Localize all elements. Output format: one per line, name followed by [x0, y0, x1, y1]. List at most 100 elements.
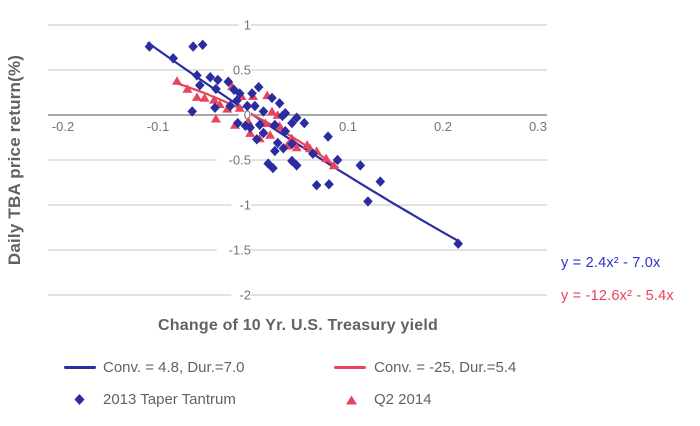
- legend-item-taper-tantrum: 2013 Taper Tantrum: [73, 391, 236, 408]
- legend-label: Conv. = -25, Dur.=5.4: [374, 359, 517, 376]
- taper-tantrum-point: [355, 160, 366, 171]
- q2-2014-point: [182, 84, 193, 93]
- x-tick-label: 0.1: [339, 119, 357, 134]
- y-tick-label: 1: [244, 18, 251, 33]
- blue-line-swatch-icon: [64, 366, 96, 369]
- q2-2014-point: [291, 142, 302, 152]
- y-tick-label-bg: [224, 63, 251, 77]
- y-tick-label: -2: [239, 288, 251, 303]
- taper-tantrum-point: [280, 108, 291, 119]
- taper-tantrum-point: [332, 154, 343, 166]
- q2-2014-point: [328, 160, 339, 170]
- taper-tantrum-point: [258, 127, 269, 139]
- q2-2014-point: [191, 92, 202, 101]
- taper-tantrum-point: [210, 102, 220, 113]
- taper-tantrum-point: [308, 148, 318, 159]
- legend-label: Q2 2014: [374, 391, 432, 408]
- taper-tantrum-point: [287, 117, 297, 129]
- legend-item-blue-trendline: Conv. = 4.8, Dur.=7.0: [64, 359, 244, 376]
- taper-tantrum-point: [242, 100, 253, 112]
- taper-tantrum-point: [234, 88, 245, 99]
- taper-tantrum-point: [247, 88, 257, 99]
- y-tick-label-bg: [238, 18, 251, 32]
- taper-tantrum-point: [270, 145, 280, 157]
- taper-tantrum-point: [188, 41, 198, 52]
- taper-tantrum-point: [375, 176, 386, 187]
- x-tick-label: -0.1: [147, 119, 169, 134]
- taper-tantrum-point: [213, 74, 223, 86]
- y-tick-label-bg: [231, 288, 251, 302]
- taper-tantrum-point: [144, 41, 155, 52]
- y-tick-label: -0.5: [229, 153, 251, 168]
- taper-tantrum-point: [192, 70, 202, 81]
- q2-2014-point: [199, 93, 210, 102]
- q2-2014-point: [267, 106, 277, 116]
- taper-tantrum-point: [291, 112, 302, 123]
- taper-tantrum-point: [250, 100, 260, 112]
- x-tick-label: 0.3: [529, 119, 547, 134]
- taper-tantrum-point: [258, 106, 269, 117]
- taper-tantrum-point: [253, 81, 264, 93]
- legend-label: Conv. = 4.8, Dur.=7.0: [103, 359, 245, 376]
- taper-tantrum-point: [278, 143, 289, 154]
- taper-tantrum-point: [223, 76, 234, 87]
- taper-tantrum-point: [274, 98, 285, 109]
- taper-tantrum-point: [252, 134, 262, 145]
- taper-tantrum-point: [254, 119, 265, 131]
- taper-tantrum-point: [363, 196, 373, 207]
- diamond-icon: [73, 393, 86, 406]
- taper-tantrum-point: [168, 53, 178, 64]
- y-tick-label-bg: [216, 243, 251, 257]
- taper-tantrum-point: [291, 160, 302, 171]
- scatter-chart: 1 0.5 0 -0.5 -1 -1.5 -2 -0.2 -0.1 0.1 0.2 0.3: [48, 18, 547, 303]
- x-tick-label: 0.2: [434, 119, 452, 134]
- red-line-swatch-icon: [334, 366, 366, 369]
- q2-2014-point: [286, 133, 297, 143]
- q2-2014-point: [209, 95, 220, 104]
- taper-tantrum-point: [225, 100, 235, 112]
- taper-tantrum-point: [240, 120, 251, 131]
- x-tick-label: -0.2: [52, 119, 74, 134]
- q2-2014-point: [210, 114, 221, 123]
- taper-tantrum-point: [197, 39, 208, 50]
- taper-tantrum-point: [245, 122, 255, 133]
- triangle-icon: [345, 394, 358, 406]
- taper-tantrum-point: [323, 131, 333, 142]
- q2-2014-point: [265, 130, 276, 139]
- q2-2014-point: [172, 76, 182, 85]
- blue-trendline-equation: y = 2.4x² - 7.0x: [561, 255, 661, 271]
- taper-tantrum-point: [299, 117, 310, 129]
- y-axis-title: Daily TBA price return(%): [5, 54, 24, 266]
- q2-2014-point: [234, 103, 245, 112]
- taper-tantrum-point: [277, 110, 288, 122]
- y-tick-label-bg: [231, 198, 251, 212]
- y-tick-label-bg: [216, 153, 251, 167]
- taper-tantrum-point: [205, 72, 216, 83]
- taper-tantrum-point: [267, 92, 277, 104]
- blue-trendline: [146, 41, 460, 243]
- y-tick-label: 0.5: [233, 63, 251, 78]
- taper-tantrum-point: [195, 80, 205, 91]
- legend-item-q2-2014: Q2 2014: [345, 391, 432, 408]
- taper-tantrum-point: [311, 180, 322, 191]
- taper-tantrum-point: [280, 126, 291, 137]
- taper-tantrum-point: [233, 117, 243, 129]
- taper-tantrum-point: [453, 238, 463, 249]
- red-trendline-equation: y = -12.6x² - 5.4x: [561, 288, 674, 304]
- y-tick-label: -1.5: [229, 243, 251, 258]
- taper-tantrum-point: [211, 83, 221, 95]
- taper-tantrum-point: [187, 106, 197, 117]
- legend-item-red-trendline: Conv. = -25, Dur.=5.4: [334, 359, 516, 376]
- y-tick-label: 0: [244, 108, 251, 123]
- taper-tantrum-point: [287, 138, 297, 149]
- y-tick-label: -1: [239, 198, 251, 213]
- q2-2014-point: [321, 153, 332, 163]
- x-axis-title: Change of 10 Yr. U.S. Treasury yield: [158, 317, 438, 334]
- taper-tantrum-point: [232, 95, 242, 106]
- taper-tantrum-point: [324, 179, 334, 190]
- taper-tantrum-point: [272, 137, 283, 149]
- taper-tantrum-point: [268, 162, 278, 174]
- taper-tantrum-point: [270, 119, 280, 131]
- legend-label: 2013 Taper Tantrum: [103, 391, 236, 408]
